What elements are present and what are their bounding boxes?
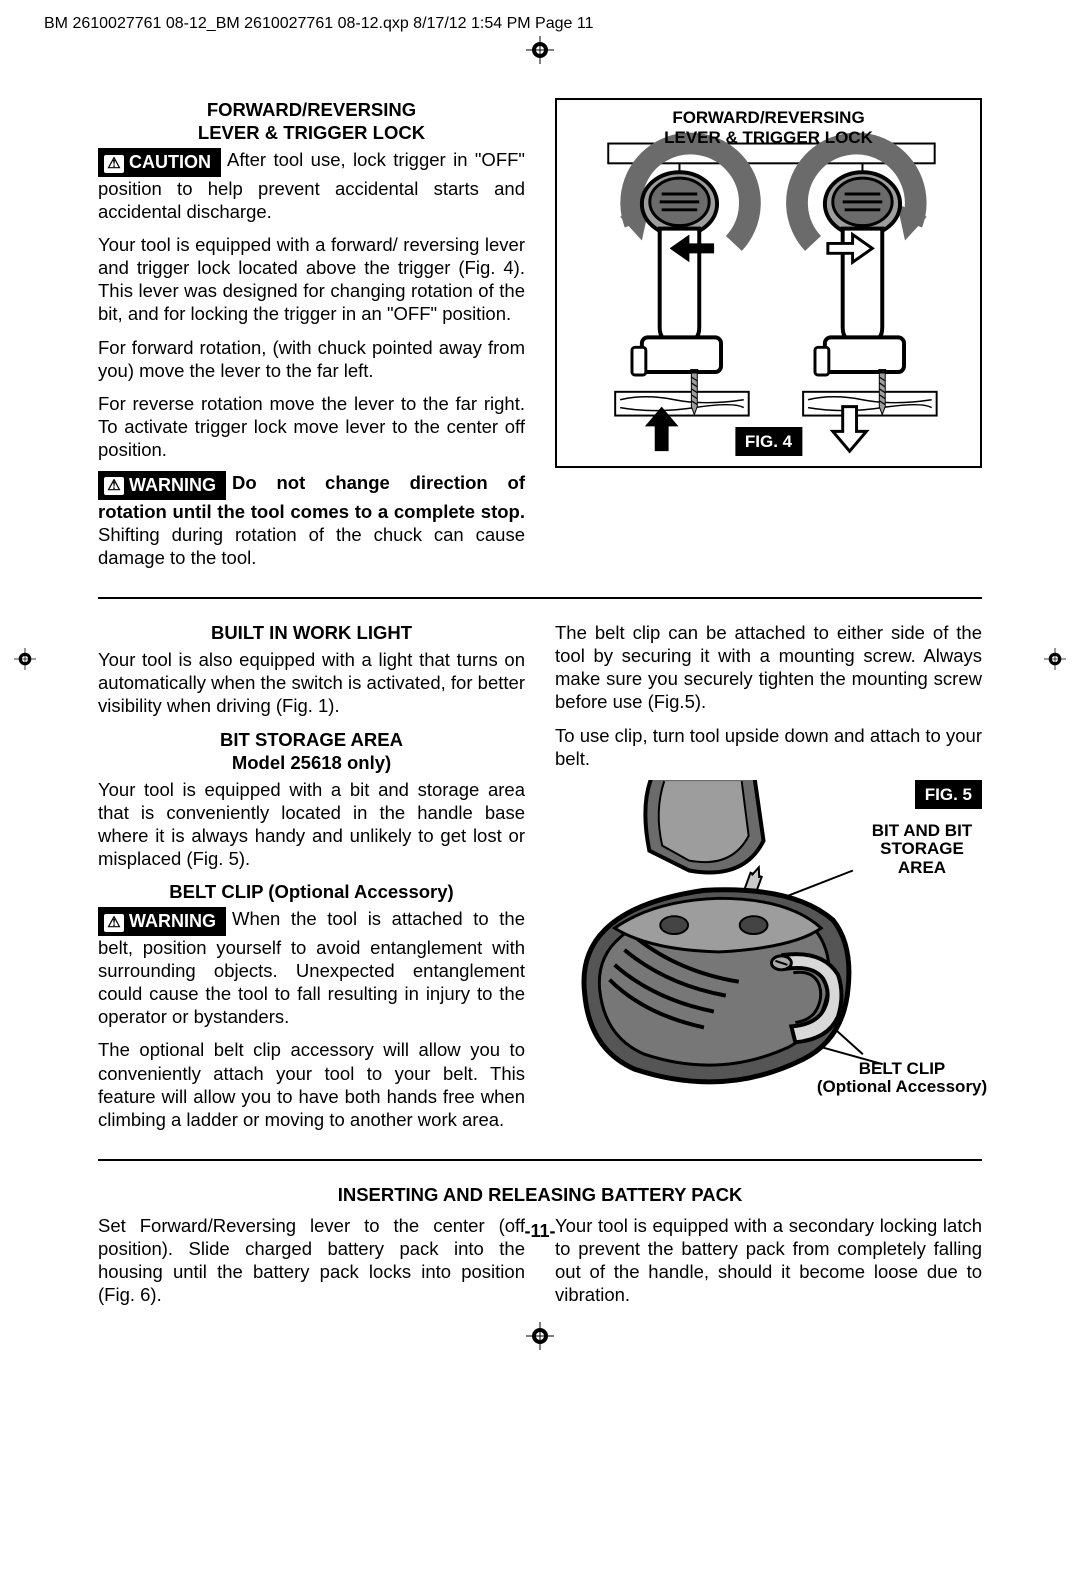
section-forward-reversing: FORWARD/REVERSING LEVER & TRIGGER LOCK C… [98, 98, 982, 579]
sec1-heading: FORWARD/REVERSING LEVER & TRIGGER LOCK [98, 98, 525, 144]
sec1-p2: For forward rotation, (with chuck pointe… [98, 336, 525, 382]
warning-badge-2: WARNING [98, 907, 226, 936]
fig4-illustration [557, 100, 980, 466]
fig4-heading: FORWARD/REVERSING LEVER & TRIGGER LOCK [557, 108, 980, 147]
caution-badge: CAUTION [98, 148, 221, 177]
sec2-right-p1: The belt clip can be attached to either … [555, 621, 982, 714]
figure-5: FIG. 5 BIT AND BIT STORAGE AREA BELT CLI… [555, 780, 982, 1105]
sec2-h2: BIT STORAGE AREA Model 25618 only) [98, 728, 525, 774]
sec1-caution-para: CAUTIONAfter tool use, lock trigger in "… [98, 148, 525, 223]
fig4-badge: FIG. 4 [735, 427, 802, 456]
sec2-h3: BELT CLIP (Optional Accessory) [98, 880, 525, 903]
figure-4: FORWARD/REVERSING LEVER & TRIGGER LOCK [555, 98, 982, 468]
sec3-heading: INSERTING AND RELEASING BATTERY PACK [98, 1183, 982, 1206]
fig5-illustration [555, 780, 982, 1105]
section-battery: INSERTING AND RELEASING BATTERY PACK Set… [98, 1183, 982, 1317]
sec1-left-col: FORWARD/REVERSING LEVER & TRIGGER LOCK C… [98, 98, 525, 579]
section-features: BUILT IN WORK LIGHT Your tool is also eq… [98, 621, 982, 1141]
registration-mark-bottom [526, 1322, 554, 1350]
sec2-warning-para: WARNINGWhen the tool is attached to the … [98, 907, 525, 1028]
sec1-right-col: FORWARD/REVERSING LEVER & TRIGGER LOCK [555, 98, 982, 579]
sec1-p3: For reverse rotation move the lever to t… [98, 392, 525, 461]
page-content: FORWARD/REVERSING LEVER & TRIGGER LOCK C… [98, 98, 982, 1317]
sec2-right-p2: To use clip, turn tool upside down and a… [555, 724, 982, 770]
sec1-p1: Your tool is equipped with a forward/ re… [98, 233, 525, 326]
warning-badge: WARNING [98, 471, 226, 500]
print-header: BM 2610027761 08-12_BM 2610027761 08-12.… [44, 14, 593, 34]
divider-2 [98, 1159, 982, 1161]
sec2-p2: Your tool is equipped with a bit and sto… [98, 778, 525, 871]
sec2-left-col: BUILT IN WORK LIGHT Your tool is also eq… [98, 621, 525, 1141]
sec2-h1: BUILT IN WORK LIGHT [98, 621, 525, 644]
page-number: -11- [0, 1220, 1080, 1243]
registration-mark-top [526, 36, 554, 64]
sec2-p3: The optional belt clip accessory will al… [98, 1038, 525, 1131]
sec2-right-col: The belt clip can be attached to either … [555, 621, 982, 1141]
divider-1 [98, 597, 982, 599]
registration-mark-left [14, 648, 36, 670]
sec2-p1: Your tool is also equipped with a light … [98, 648, 525, 717]
warn-rest: Shifting during rotation of the chuck ca… [98, 524, 525, 568]
sec1-warning-para: WARNINGDo not change direction of rotati… [98, 471, 525, 569]
registration-mark-right [1044, 648, 1066, 670]
